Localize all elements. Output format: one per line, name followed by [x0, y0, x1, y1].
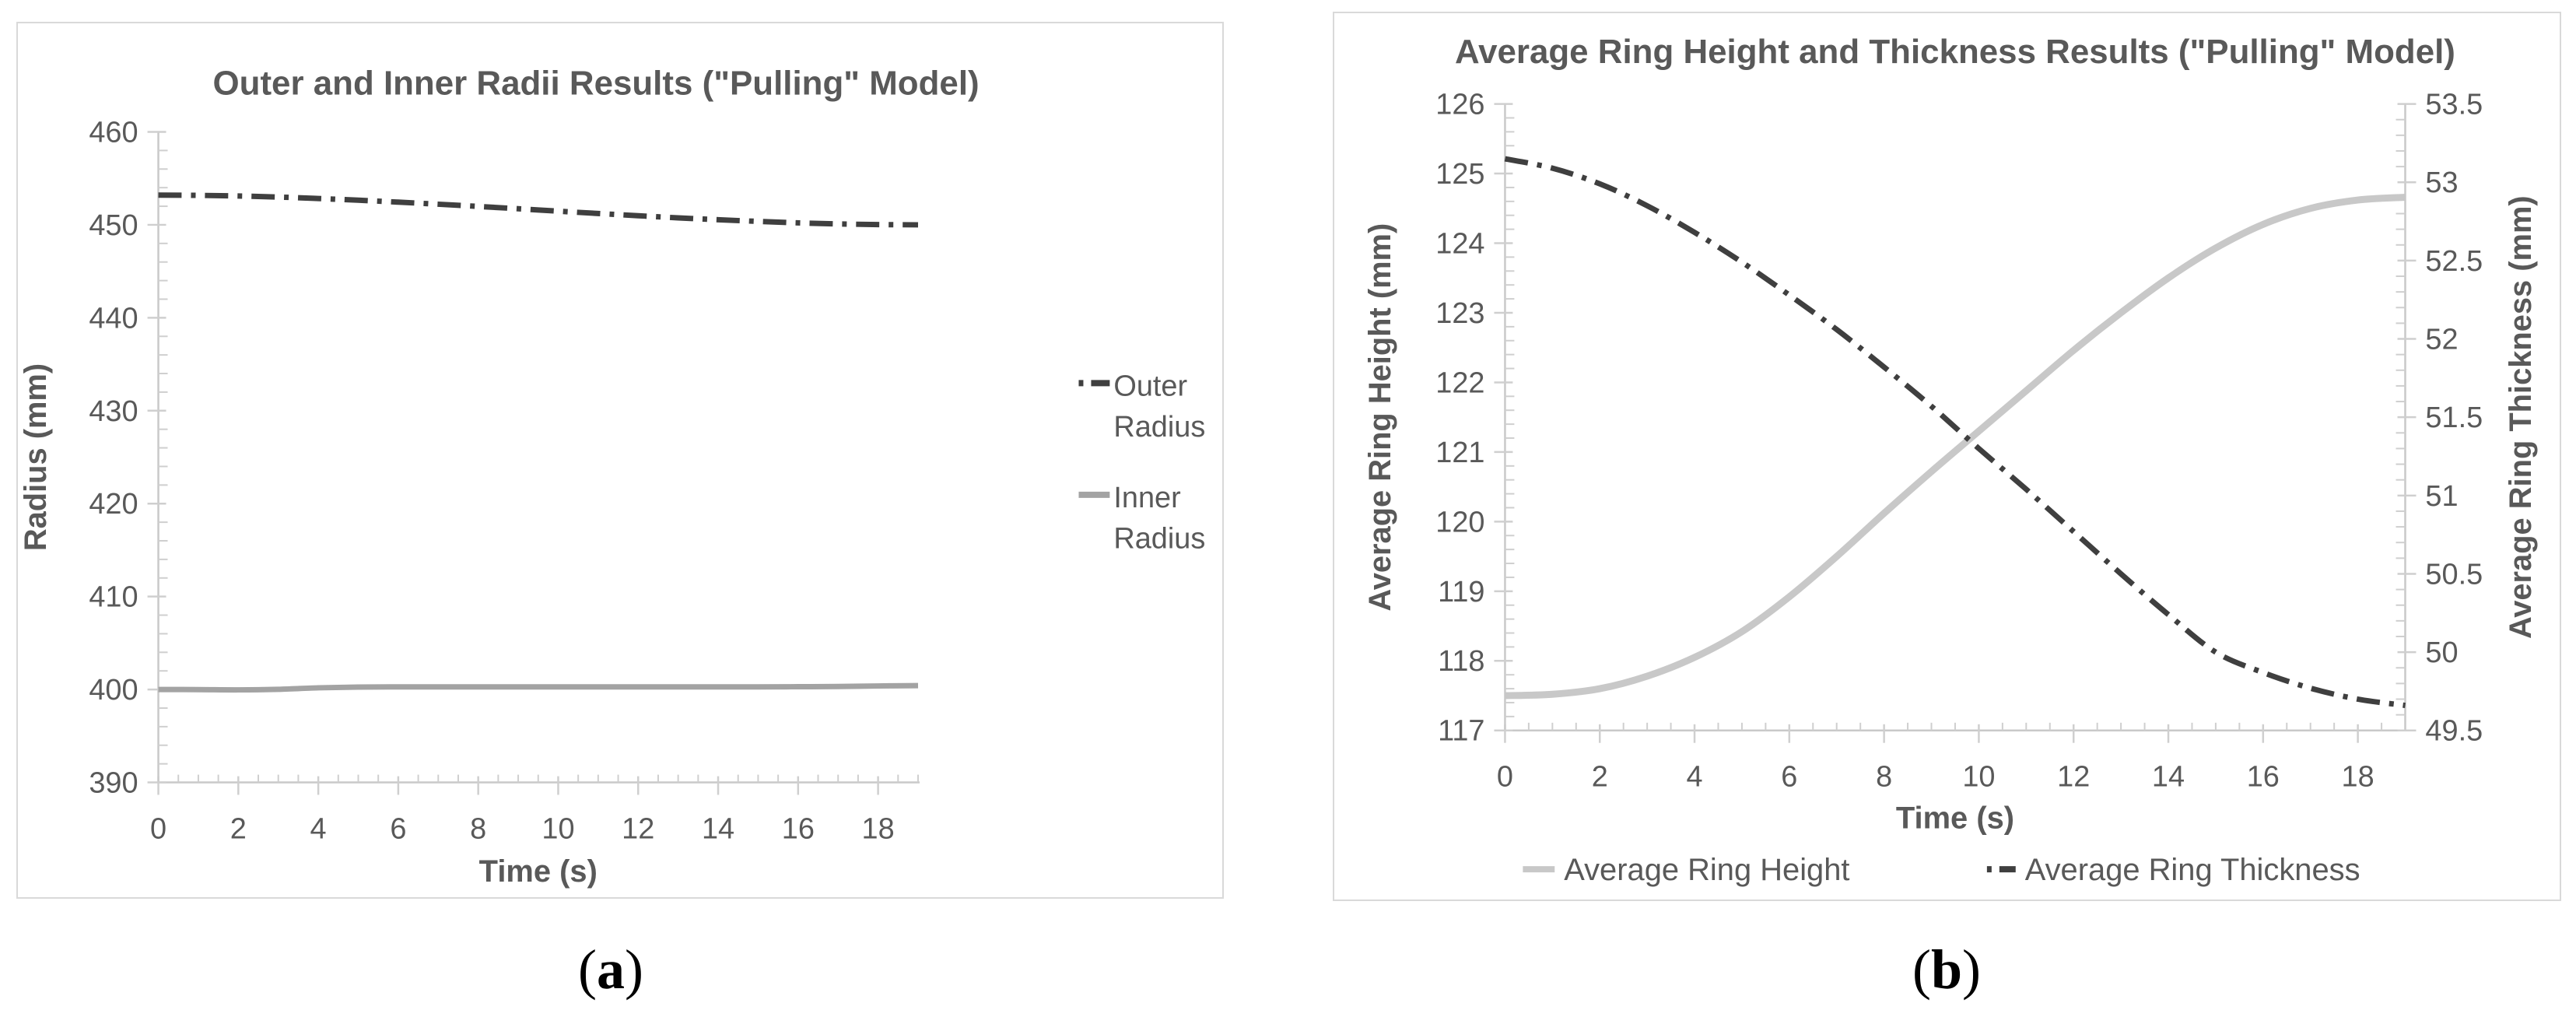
x-tick-label: 10 [1962, 761, 1995, 794]
caption-paren-open: ( [1912, 938, 1931, 1001]
x-tick-label: 12 [2057, 761, 2090, 794]
caption-letter: a [597, 938, 625, 1001]
x-tick-label: 0 [150, 812, 166, 845]
y-axis-right-tick-label: 51.5 [2425, 402, 2483, 434]
y-axis-title-left: Average Ring Height (mm) [1363, 223, 1397, 612]
y-axis-tick-label: 460 [89, 116, 138, 149]
series-outer-radius [158, 192, 919, 228]
subfigure-caption-b: (b) [1830, 938, 2063, 1002]
y-axis-left-tick-label: 124 [1435, 227, 1484, 260]
series-inner-radius [158, 682, 919, 693]
x-tick-label: 8 [470, 812, 486, 845]
subfigure-caption-a: (a) [494, 938, 727, 1002]
caption-paren-close: ) [625, 938, 643, 1001]
y-axis-left-tick-label: 121 [1435, 437, 1484, 469]
y-axis-right-tick-label: 53.5 [2425, 89, 2483, 121]
y-axis-tick-label: 440 [89, 302, 138, 335]
legend-label: Average Ring Thickness [2025, 853, 2360, 887]
x-tick-label: 18 [2342, 761, 2374, 794]
y-axis-left-tick-label: 119 [1438, 576, 1484, 608]
x-tick-label: 18 [862, 812, 895, 845]
legend-label: Radius [1113, 523, 1205, 556]
x-axis-title: Time (s) [479, 854, 598, 889]
y-axis-left-tick-label: 122 [1435, 366, 1484, 399]
y-axis-right-tick-label: 50.5 [2425, 558, 2483, 591]
y-axis-tick-label: 410 [89, 581, 138, 614]
y-axis-left-tick-label: 118 [1438, 645, 1484, 678]
x-tick-label: 14 [2152, 761, 2185, 794]
y-axis-left-tick-label: 120 [1435, 506, 1484, 538]
x-tick-label: 6 [390, 812, 406, 845]
y-axis-tick-label: 450 [89, 209, 138, 242]
chart-panel-right: Average Ring Height and Thickness Result… [1333, 12, 2561, 901]
x-tick-label: 2 [1592, 761, 1608, 794]
y-axis-tick-label: 400 [89, 674, 138, 707]
y-axis-tick-label: 390 [89, 766, 138, 799]
x-tick-label: 16 [2247, 761, 2280, 794]
y-axis-tick-label: 430 [89, 395, 138, 428]
y-axis-right-tick-label: 52.5 [2425, 245, 2483, 278]
x-tick-label: 16 [782, 812, 815, 845]
x-tick-label: 12 [622, 812, 654, 845]
series-average-ring-thickness [1504, 156, 2406, 709]
x-axis-title: Time (s) [1896, 801, 2014, 835]
y-axis-right-tick-label: 49.5 [2425, 715, 2483, 748]
legend-label: Radius [1113, 411, 1205, 444]
chart-panel-left: Outer and Inner Radii Results ("Pulling"… [16, 22, 1224, 899]
x-tick-label: 8 [1876, 761, 1892, 794]
y-axis-title-right: Average Ring Thickness (mm) [2504, 195, 2538, 639]
x-tick-label: 6 [1781, 761, 1797, 794]
legend-label: Average Ring Height [1564, 853, 1849, 887]
caption-paren-open: ( [578, 938, 597, 1001]
caption-letter: b [1930, 938, 1963, 1001]
series-average-ring-height [1505, 193, 2406, 700]
y-axis-right-tick-label: 53 [2425, 167, 2458, 199]
y-axis-title: Radius (mm) [19, 363, 53, 551]
x-tick-label: 2 [230, 812, 247, 845]
y-axis-left-tick-label: 123 [1435, 297, 1484, 330]
x-tick-label: 14 [702, 812, 734, 845]
right-chart-svg: Average Ring Height and Thickness Result… [1363, 33, 2538, 887]
legend-label: Inner [1113, 482, 1180, 514]
x-tick-label: 10 [541, 812, 574, 845]
y-axis-right-tick-label: 50 [2425, 637, 2458, 669]
left-chart-svg: Outer and Inner Radii Results ("Pulling"… [19, 65, 1205, 889]
x-tick-label: 4 [1686, 761, 1702, 794]
chart-title: Average Ring Height and Thickness Result… [1455, 33, 2455, 71]
legend-label: Outer [1113, 370, 1187, 402]
x-tick-label: 4 [310, 812, 327, 845]
chart-title: Outer and Inner Radii Results ("Pulling"… [213, 65, 980, 103]
y-axis-right-tick-label: 51 [2425, 480, 2458, 513]
y-axis-left-tick-label: 126 [1435, 89, 1484, 121]
y-axis-left-tick-label: 117 [1438, 715, 1484, 748]
x-tick-label: 0 [1497, 761, 1513, 794]
y-axis-right-tick-label: 52 [2425, 324, 2458, 356]
caption-paren-close: ) [1962, 938, 1981, 1001]
y-axis-left-tick-label: 125 [1435, 158, 1484, 191]
y-axis-tick-label: 420 [89, 488, 138, 521]
